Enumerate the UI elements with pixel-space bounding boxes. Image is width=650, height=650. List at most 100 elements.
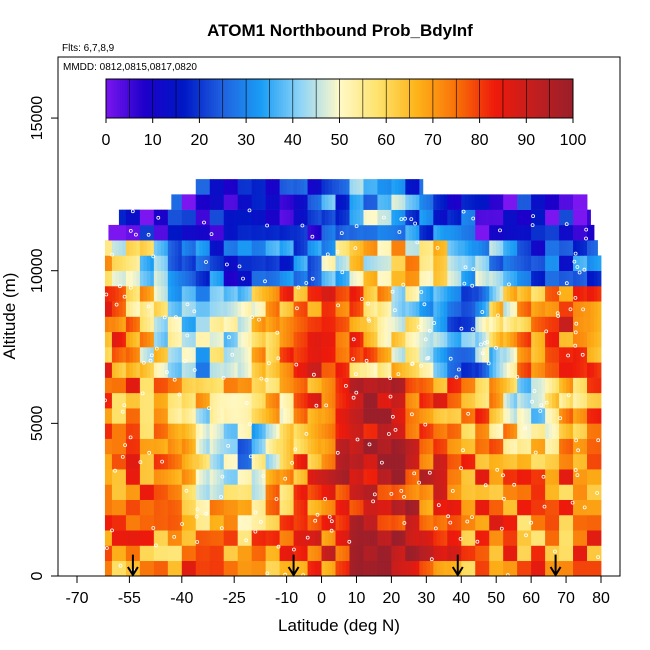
heatmap-cell bbox=[311, 209, 315, 226]
heatmap-cell bbox=[265, 331, 270, 348]
heatmap-cell bbox=[136, 240, 141, 256]
heatmap-cell bbox=[199, 179, 204, 195]
heatmap-cell bbox=[188, 484, 193, 500]
heatmap-cell bbox=[297, 392, 301, 409]
heatmap-cell bbox=[241, 545, 246, 562]
heatmap-cell bbox=[276, 469, 281, 485]
heatmap-cell bbox=[482, 347, 487, 363]
heatmap-cell bbox=[450, 423, 455, 439]
heatmap-cell bbox=[286, 453, 291, 470]
heatmap-cell bbox=[129, 453, 134, 470]
heatmap-cell bbox=[297, 438, 301, 455]
colorbar-swatch bbox=[551, 79, 555, 118]
heatmap-cell bbox=[300, 347, 305, 363]
heatmap-cell bbox=[548, 469, 553, 485]
heatmap-cell bbox=[178, 530, 183, 546]
heatmap-cell bbox=[157, 331, 162, 348]
heatmap-cell bbox=[489, 301, 494, 317]
heatmap-cell bbox=[307, 270, 312, 287]
data-point bbox=[248, 454, 253, 459]
heatmap-cell bbox=[464, 453, 469, 470]
heatmap-cell bbox=[321, 408, 326, 424]
heatmap-cell bbox=[220, 377, 225, 394]
heatmap-cell bbox=[216, 316, 221, 333]
heatmap-cell bbox=[248, 392, 253, 409]
heatmap-cell bbox=[587, 270, 591, 287]
heatmap-cell bbox=[283, 392, 287, 409]
heatmap-cell bbox=[209, 377, 214, 394]
heatmap-cell bbox=[517, 362, 522, 378]
heatmap-cell bbox=[422, 194, 427, 210]
heatmap-cell bbox=[538, 316, 543, 333]
heatmap-cell bbox=[297, 530, 301, 546]
heatmap-cell bbox=[408, 438, 413, 455]
heatmap-cell bbox=[234, 377, 239, 394]
colorbar-swatch bbox=[117, 79, 121, 118]
heatmap-cell bbox=[461, 545, 466, 562]
heatmap-cell bbox=[234, 179, 239, 195]
heatmap-cell bbox=[178, 469, 183, 485]
heatmap-cell bbox=[492, 560, 497, 577]
heatmap-cell bbox=[265, 453, 270, 470]
heatmap-cell bbox=[513, 514, 518, 531]
heatmap-cell bbox=[129, 484, 134, 500]
heatmap-cell bbox=[262, 224, 267, 241]
heatmap-cell bbox=[562, 209, 567, 226]
heatmap-cell bbox=[412, 255, 417, 271]
heatmap-cell bbox=[597, 270, 602, 287]
heatmap-cell bbox=[318, 301, 322, 317]
heatmap-cell bbox=[300, 224, 305, 241]
heatmap-cell bbox=[272, 469, 277, 485]
colorbar-swatch bbox=[498, 79, 502, 118]
data-point bbox=[335, 450, 340, 455]
heatmap-cell bbox=[454, 270, 459, 287]
heatmap-cell bbox=[160, 209, 165, 226]
heatmap-cell bbox=[387, 301, 392, 317]
heatmap-cell bbox=[335, 530, 340, 546]
heatmap-cell bbox=[545, 240, 549, 256]
heatmap-cell bbox=[276, 224, 281, 241]
heatmap-cell bbox=[188, 514, 193, 531]
heatmap-cell bbox=[276, 316, 281, 333]
heatmap-cell bbox=[328, 255, 333, 271]
heatmap-cell bbox=[178, 240, 183, 256]
heatmap-cell bbox=[401, 362, 406, 378]
colorbar-swatch bbox=[318, 79, 322, 118]
heatmap-cell bbox=[573, 362, 577, 378]
heatmap-cell bbox=[468, 499, 473, 516]
heatmap-cell bbox=[366, 270, 371, 287]
colorbar-swatch bbox=[481, 79, 485, 118]
heatmap-cell bbox=[496, 270, 501, 287]
data-point bbox=[570, 500, 575, 505]
x-tick-label: -10 bbox=[275, 590, 298, 607]
heatmap-cell bbox=[541, 255, 546, 271]
heatmap-cell bbox=[433, 255, 438, 271]
heatmap-cell bbox=[380, 270, 385, 287]
heatmap-cell bbox=[311, 347, 315, 363]
colorbar-swatch bbox=[470, 79, 474, 118]
heatmap-cell bbox=[380, 301, 385, 317]
heatmap-cell bbox=[255, 240, 260, 256]
heatmap-cell bbox=[531, 514, 536, 531]
heatmap-cell bbox=[352, 179, 357, 195]
heatmap-cell bbox=[443, 209, 448, 226]
heatmap-cell bbox=[366, 224, 371, 241]
heatmap-cell bbox=[461, 194, 466, 210]
heatmap-cell bbox=[363, 484, 368, 500]
heatmap-cell bbox=[185, 438, 190, 455]
heatmap-cell bbox=[524, 194, 529, 210]
heatmap-cell bbox=[167, 377, 172, 394]
data-point bbox=[128, 285, 133, 290]
heatmap-cell bbox=[482, 362, 487, 378]
heatmap-cell bbox=[419, 179, 424, 195]
heatmap-cell bbox=[167, 301, 172, 317]
colorbar-swatch bbox=[206, 79, 210, 118]
heatmap-cell bbox=[283, 530, 287, 546]
heatmap-cell bbox=[304, 362, 308, 378]
heatmap-cell bbox=[283, 255, 287, 271]
heatmap-cell bbox=[269, 453, 274, 470]
heatmap-cell bbox=[429, 469, 434, 485]
heatmap-cell bbox=[339, 423, 343, 439]
heatmap-cell bbox=[373, 423, 378, 439]
heatmap-cell bbox=[325, 270, 329, 287]
